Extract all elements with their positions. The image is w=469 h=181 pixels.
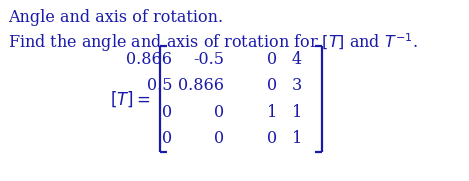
Text: 3: 3	[292, 77, 302, 94]
Text: -0.5: -0.5	[193, 51, 224, 68]
Text: 1: 1	[292, 104, 302, 121]
Text: Angle and axis of rotation.: Angle and axis of rotation.	[8, 9, 223, 26]
Text: Find the angle and axis of rotation for $[T]$ and $T^{-1}$.: Find the angle and axis of rotation for …	[8, 31, 418, 54]
Text: 1: 1	[267, 104, 277, 121]
Text: 0: 0	[214, 104, 224, 121]
Text: 1: 1	[292, 130, 302, 147]
Text: 0: 0	[267, 51, 277, 68]
Text: 0: 0	[162, 104, 172, 121]
Text: 0: 0	[162, 130, 172, 147]
Text: 4: 4	[292, 51, 302, 68]
Text: $[T] =$: $[T] =$	[110, 89, 151, 109]
Text: 0.866: 0.866	[126, 51, 172, 68]
Text: 0: 0	[214, 130, 224, 147]
Text: 0.866: 0.866	[178, 77, 224, 94]
Text: 0.5: 0.5	[146, 77, 172, 94]
Text: 0: 0	[267, 130, 277, 147]
Text: 0: 0	[267, 77, 277, 94]
